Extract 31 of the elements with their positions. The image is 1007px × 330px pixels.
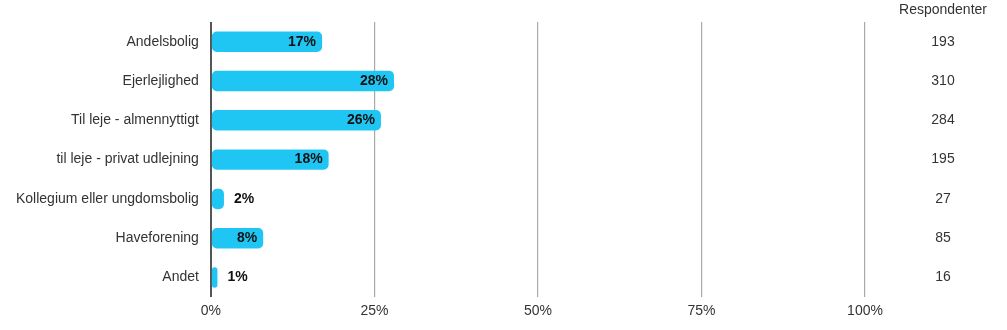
y-tick-label: Kollegium eller ungdomsbolig (15, 189, 199, 206)
y-tick-label: Til leje - almennyttigt (71, 111, 199, 128)
x-tick-label: 25% (360, 302, 389, 319)
y-tick-label: Andet (162, 268, 199, 285)
text: 310 (931, 71, 955, 88)
y-tick-label: Ejerlejlighed (122, 71, 199, 88)
data-label: 2% (233, 189, 255, 206)
y-tick-label: Haveforening (115, 229, 199, 246)
text: 27 (935, 189, 951, 206)
x-tick-label: 100% (847, 302, 883, 319)
bar (211, 149, 329, 170)
data-label: 1% (227, 268, 249, 285)
data-label: 28% (360, 71, 389, 88)
bar (211, 31, 323, 52)
text: 284 (931, 111, 955, 128)
bar (211, 110, 381, 131)
data-label: 8% (236, 229, 258, 246)
text: 193 (931, 32, 955, 49)
x-tick-label: 50% (523, 302, 552, 319)
x-tick-label: 0% (200, 302, 221, 319)
y-tick-label: til leje - privat udlejning (56, 150, 199, 167)
text: 195 (931, 150, 955, 167)
bar (211, 70, 395, 92)
data-label: 18% (294, 150, 324, 167)
x-tick-label: 75% (687, 302, 716, 319)
text: 16 (935, 268, 951, 285)
y-tick-label: Andelsbolig (126, 32, 199, 49)
data-label: 26% (346, 111, 376, 128)
data-label: 17% (288, 32, 317, 49)
text: Respondenter (899, 0, 988, 17)
text: 85 (935, 229, 951, 246)
